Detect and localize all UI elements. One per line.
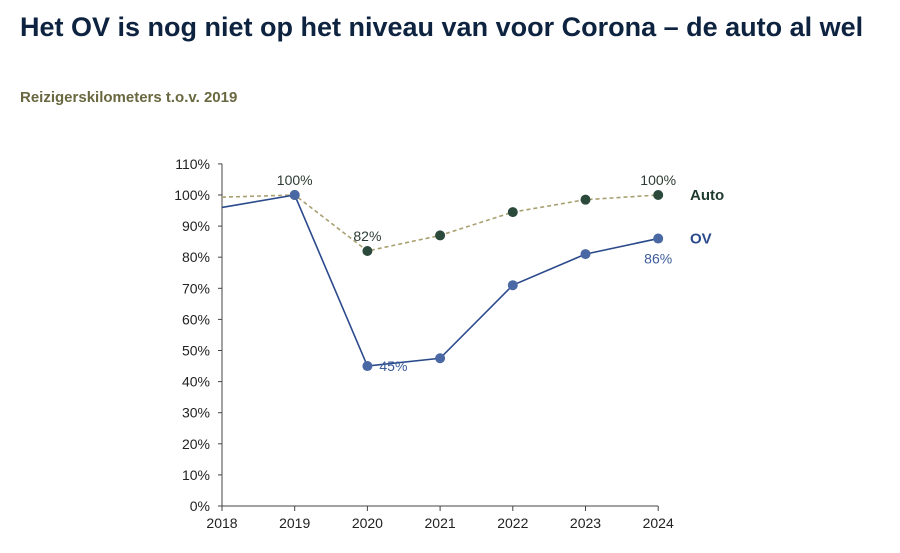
data-label: 45%	[379, 358, 407, 374]
data-point-ov	[435, 353, 446, 364]
chart-title: Het OV is nog niet op het niveau van voo…	[20, 12, 864, 42]
data-label: 100%	[277, 172, 313, 188]
x-tick-label: 2020	[352, 515, 383, 531]
data-point-ov	[507, 280, 518, 291]
data-point-ov	[653, 233, 664, 244]
data-point-ov	[580, 249, 591, 260]
data-point-auto	[435, 230, 446, 241]
y-tick-label: 90%	[182, 218, 210, 234]
y-tick-label: 70%	[182, 280, 210, 296]
data-point-auto	[653, 190, 664, 200]
legend-label-auto: Auto	[690, 187, 724, 204]
y-tick-label: 0%	[190, 498, 210, 514]
y-tick-label: 30%	[182, 405, 210, 421]
data-label: 86%	[644, 251, 672, 267]
y-tick-label: 110%	[175, 156, 210, 172]
y-tick-label: 10%	[182, 467, 210, 483]
data-point-auto	[362, 245, 373, 256]
data-point-auto	[580, 194, 591, 205]
data-label: 100%	[640, 172, 676, 188]
data-point-ov	[289, 190, 300, 200]
data-label: 82%	[353, 228, 381, 244]
y-tick-label: 100%	[174, 187, 210, 203]
x-tick-label: 2024	[643, 515, 674, 531]
chart-subtitle: Reizigerskilometers t.o.v. 2019	[20, 89, 238, 106]
y-tick-label: 60%	[182, 311, 210, 327]
series-line-auto	[221, 194, 659, 252]
legend-label-ov: OV	[690, 231, 712, 248]
y-tick-label: 50%	[182, 343, 210, 359]
y-tick-label: 40%	[182, 374, 210, 390]
data-point-auto	[507, 207, 518, 218]
y-tick-label: 80%	[182, 249, 210, 265]
data-point-ov	[362, 361, 373, 372]
x-tick-label: 2018	[206, 515, 237, 531]
x-tick-label: 2023	[570, 515, 601, 531]
y-tick-label: 20%	[182, 436, 210, 452]
x-tick-label: 2022	[497, 515, 528, 531]
series-line-ov	[221, 194, 659, 367]
x-tick-label: 2021	[425, 515, 456, 531]
x-tick-label: 2019	[279, 515, 310, 531]
